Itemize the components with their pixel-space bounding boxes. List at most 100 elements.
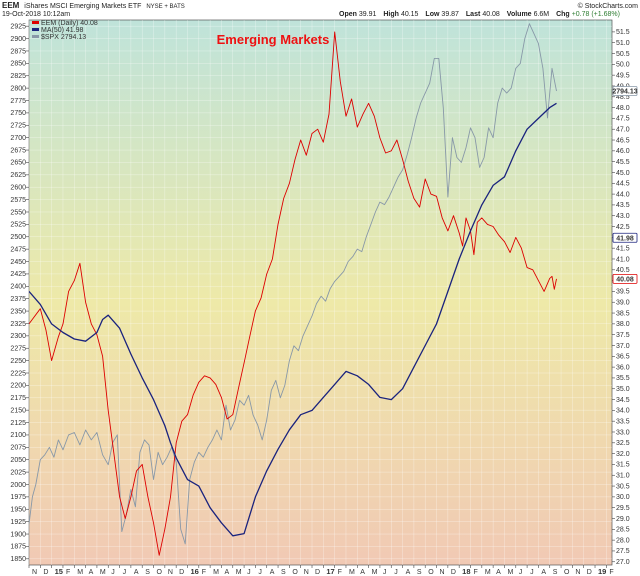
right-tick-label: 39.5 [616,289,630,296]
badge-text: 41.98 [616,235,634,242]
x-year-label: 19 [598,567,606,576]
volume-value: 6.6M [534,11,550,18]
right-tick-label: 48.5 [616,94,630,101]
right-tick-label: 39.0 [616,300,630,307]
left-tick-label: 2900 [10,36,26,43]
left-tick-label: 2300 [10,333,26,340]
left-tick-label: 2000 [10,482,26,489]
right-tick-label: 27.5 [616,548,630,555]
low-value: 39.87 [441,11,459,18]
left-tick-label: 2375 [10,296,26,303]
legend: EEM (Daily) 40.08 MA(50) 41.98 $SPX 2794… [32,20,98,41]
x-month-label: O [157,569,163,576]
right-tick-label: 37.0 [616,343,630,350]
right-tick-label: 29.0 [616,516,630,523]
open-value: 39.91 [359,11,377,18]
x-month-label: J [383,569,387,576]
x-month-label: J [519,569,523,576]
x-month-label: J [123,569,127,576]
x-month-label: J [247,569,251,576]
left-tick-label: 2150 [10,407,26,414]
badge-box [612,232,638,243]
x-month-label: M [236,569,242,576]
right-tick-label: 50.5 [616,51,630,58]
right-tick-label: 32.0 [616,451,630,458]
right-axis: 27.0 27.5 28.0 28.5 29.0 29.5 30.0 30.5 31.0 31.5… [612,29,630,566]
x-axis: N D 15 F M A M J J A S O N D 16 F M A M J J A S O N D 17 F M A M J J A S O N… [28,565,614,576]
left-tick-label: 2500 [10,234,26,241]
left-tick-label: 2350 [10,308,26,315]
right-tick-label: 35.5 [616,375,630,382]
left-tick-label: 2850 [10,61,26,68]
left-tick-label: 2025 [10,469,26,476]
series-line-eem [29,31,557,556]
x-year-label: 17 [326,567,334,576]
right-tick-label: 46.0 [616,148,630,155]
left-tick-label: 2450 [10,259,26,266]
legend-swatch-eem [32,21,39,24]
x-month-label: D [451,569,456,576]
x-month-label: M [372,569,378,576]
x-month-label: A [89,569,94,576]
exchange-text: NYSE + BATS [146,4,184,10]
x-month-label: A [496,569,501,576]
right-tick-label: 51.0 [616,40,630,47]
x-month-label: D [43,569,48,576]
right-tick-label: 35.0 [616,386,630,393]
right-tick-label: 38.0 [616,321,630,328]
left-tick-label: 1850 [10,556,26,563]
x-month-label: O [564,569,570,576]
right-tick-label: 38.5 [616,310,630,317]
left-tick-label: 2725 [10,123,26,130]
left-tick-label: 2125 [10,420,26,427]
badge-eem-value: 40.08 [612,273,638,284]
x-month-label: F [202,569,206,576]
right-tick-label: 29.5 [616,505,630,512]
left-tick-label: 2100 [10,432,26,439]
right-tick-label: 33.0 [616,429,630,436]
left-tick-label: 2700 [10,135,26,142]
left-tick-label: 2825 [10,73,26,80]
date-text: 19-Oct-2018 10:12am [2,11,70,18]
x-year-label: 15 [55,567,63,576]
right-tick-label: 51.5 [616,29,630,36]
right-tick-label: 43.5 [616,202,630,209]
x-month-label: O [292,569,298,576]
left-tick-label: 2600 [10,185,26,192]
x-month-label: M [213,569,219,576]
right-tick-label: 28.5 [616,527,630,534]
left-tick-label: 2650 [10,160,26,167]
badge-text: 2794.13 [612,89,637,96]
right-tick-label: 50.0 [616,62,630,69]
chg-label: Chg [556,11,570,18]
right-tick-label: 46.5 [616,137,630,144]
x-month-label: N [304,569,309,576]
left-tick-label: 2325 [10,321,26,328]
left-tick-label: 2200 [10,383,26,390]
left-tick-label: 2475 [10,246,26,253]
x-month-label: A [134,569,139,576]
right-tick-label: 32.5 [616,440,630,447]
x-month-label: F [473,569,477,576]
right-tick-label: 47.5 [616,116,630,123]
x-month-label: D [587,569,592,576]
legend-item-ma50: MA(50) 41.98 [41,27,84,34]
left-tick-label: 1900 [10,531,26,538]
chart-title: Emerging Markets [217,32,330,47]
left-tick-label: 2425 [10,271,26,278]
left-tick-label: 2750 [10,110,26,117]
right-tick-label: 30.0 [616,494,630,501]
right-tick-label: 44.5 [616,181,630,188]
low-label: Low [425,11,440,18]
x-month-label: N [575,569,580,576]
badge-spx-value: 2794.13 [612,86,638,96]
left-tick-label: 2175 [10,395,26,402]
left-tick-label: 2875 [10,48,26,55]
x-month-label: S [553,569,558,576]
badge-ma50-value: 41.98 [612,232,638,243]
right-tick-label: 37.5 [616,332,630,339]
left-tick-label: 2925 [10,23,26,30]
left-tick-label: 2550 [10,209,26,216]
